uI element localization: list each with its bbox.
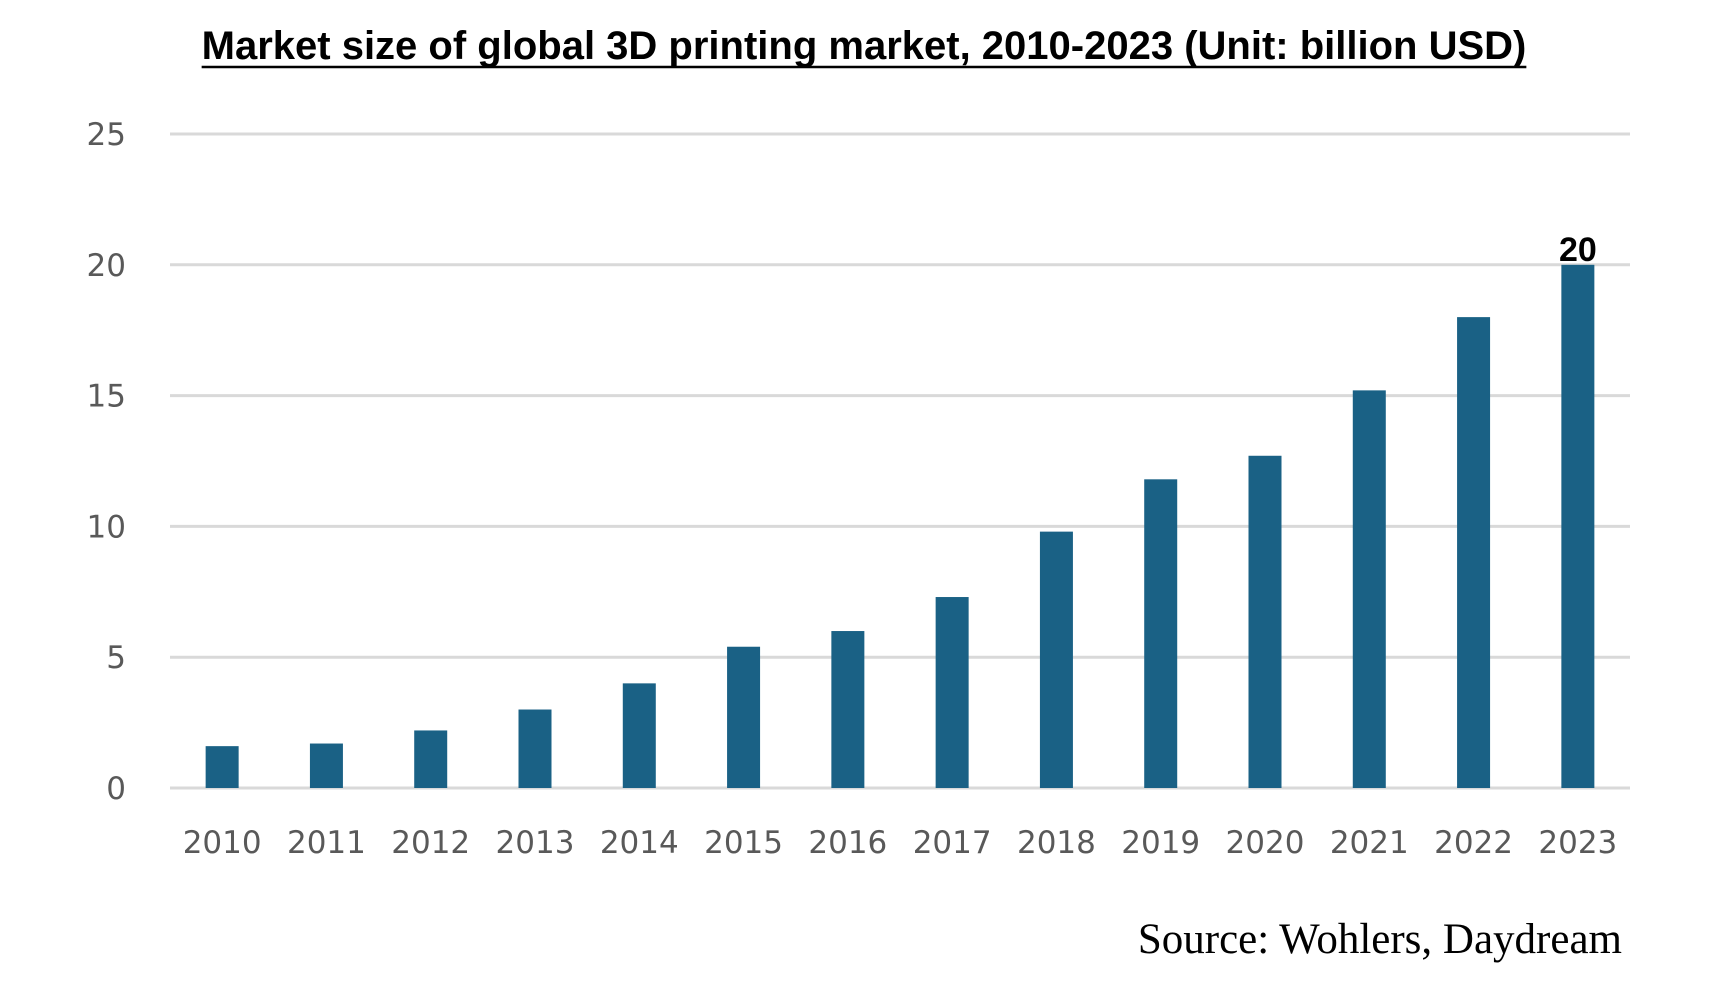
y-tick-label: 5 (106, 640, 126, 676)
x-tick-label: 2012 (391, 825, 470, 861)
x-tick-label: 2017 (913, 825, 992, 861)
x-tick-label: 2018 (1017, 825, 1096, 861)
bar-2014 (622, 683, 656, 788)
bar-2019 (1144, 479, 1178, 788)
bar-2017 (935, 597, 969, 788)
y-tick-label: 0 (106, 771, 126, 807)
y-tick-label: 20 (87, 248, 126, 284)
chart-title: Market size of global 3D printing market… (202, 24, 1527, 68)
bar-2015 (727, 646, 761, 788)
y-tick-label: 15 (87, 379, 126, 415)
source-note: Source: Wohlers, Daydream (1138, 916, 1622, 963)
x-tick-label: 2010 (183, 825, 262, 861)
x-tick-label: 2021 (1330, 825, 1409, 861)
bars (205, 264, 1595, 788)
bar-2016 (831, 631, 865, 788)
gridlines (170, 132, 1630, 790)
x-axis: 2010 2011 2012 2013 2014 2015 2016 2017 2018 2019… (183, 825, 1618, 861)
bar-2018 (1039, 531, 1073, 788)
x-tick-label: 2019 (1121, 825, 1200, 861)
y-tick-label: 25 (87, 117, 126, 153)
bar-2011 (309, 743, 343, 788)
x-tick-label: 2013 (496, 825, 575, 861)
x-tick-label: 2015 (704, 825, 783, 861)
data-label-2023: 20 (1559, 231, 1597, 269)
x-tick-label: 2011 (287, 825, 366, 861)
bar-2022 (1457, 317, 1491, 788)
x-tick-label: 2016 (808, 825, 887, 861)
y-tick-label: 10 (87, 509, 126, 545)
bar-2020 (1248, 455, 1282, 788)
bar-2023 (1561, 264, 1595, 788)
x-tick-label: 2014 (600, 825, 679, 861)
x-tick-label: 2020 (1226, 825, 1305, 861)
data-labels: 20 (1559, 231, 1597, 269)
bar-2012 (414, 730, 448, 788)
x-tick-label: 2023 (1538, 825, 1617, 861)
x-tick-label: 2022 (1434, 825, 1513, 861)
y-axis: 0 5 10 15 20 25 (87, 117, 126, 807)
bar-2021 (1352, 390, 1386, 788)
bar-2013 (518, 709, 552, 788)
bar-2010 (205, 746, 239, 788)
